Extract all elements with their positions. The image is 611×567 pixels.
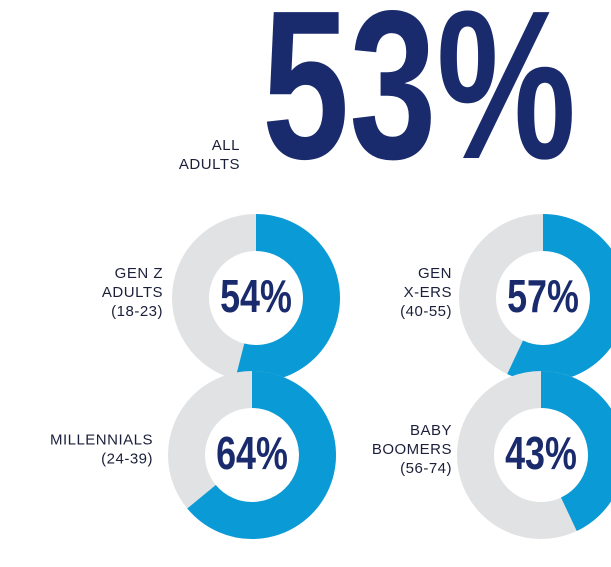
donut-value: 54% <box>220 271 292 322</box>
donut-label: GEN <box>418 265 452 282</box>
donut-value: 43% <box>505 428 577 479</box>
infographic: 53% ALL ADULTS 54% GEN Z ADULTS (18-23) 57% G… <box>0 0 611 567</box>
donut-label: BABY <box>410 422 452 439</box>
donut-label: ADULTS <box>102 284 163 301</box>
donut-label: (56-74) <box>400 460 452 477</box>
donut-label: (24-39) <box>101 450 153 467</box>
donut-label: MILLENNIALS <box>50 431 153 448</box>
headline-label: ADULTS <box>179 156 240 173</box>
donut-label: GEN Z <box>115 265 163 282</box>
headline-label: ALL <box>212 137 240 154</box>
donut-label: (40-55) <box>400 303 452 320</box>
donut-value: 64% <box>216 428 288 479</box>
donut-label: BOOMERS <box>372 441 452 458</box>
donut-label: (18-23) <box>111 303 163 320</box>
donut-value: 57% <box>507 271 579 322</box>
headline-value: 53% <box>262 0 576 203</box>
donut-label: X-ERS <box>404 284 452 301</box>
